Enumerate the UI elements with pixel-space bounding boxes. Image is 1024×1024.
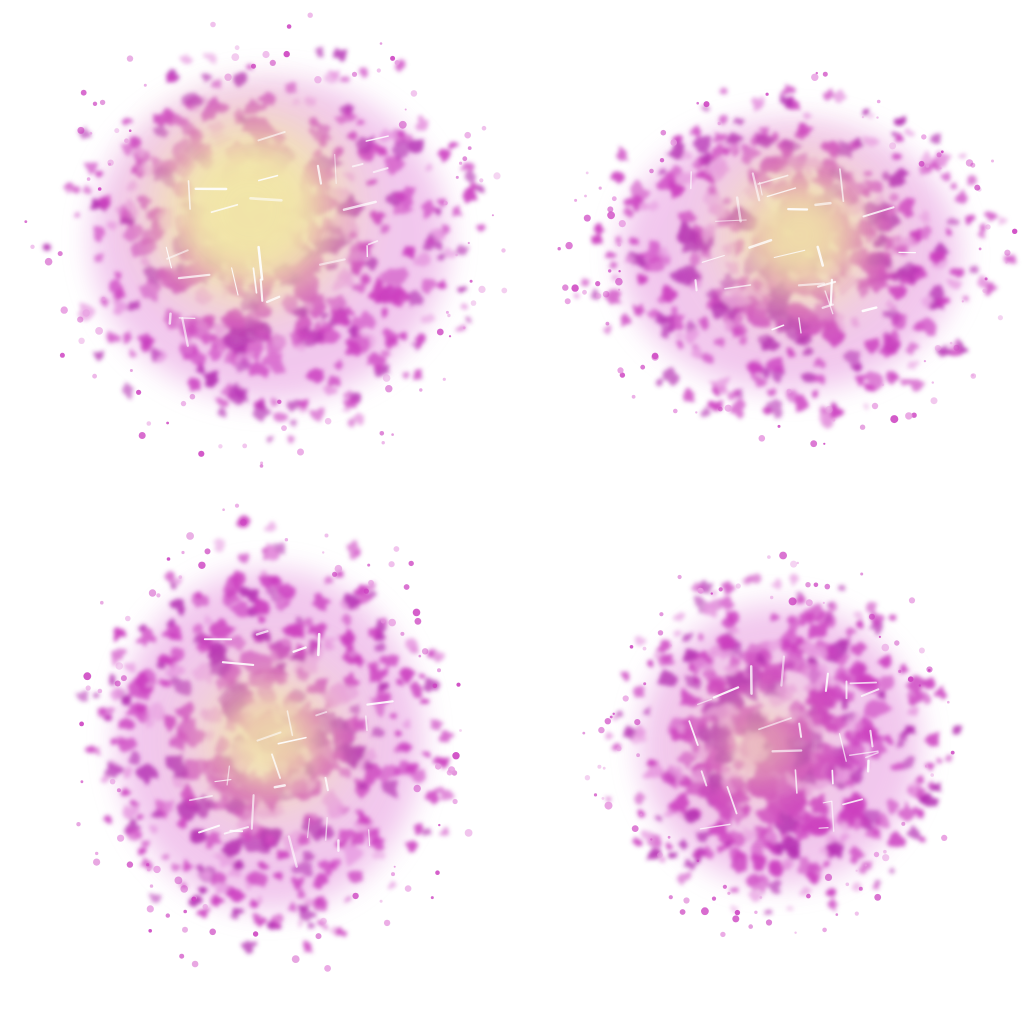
splatter-top-right (557, 71, 1018, 448)
splatter-bottom-left (74, 503, 473, 972)
splatter-top-left (24, 12, 508, 468)
splatter-bottom-right (582, 551, 963, 938)
